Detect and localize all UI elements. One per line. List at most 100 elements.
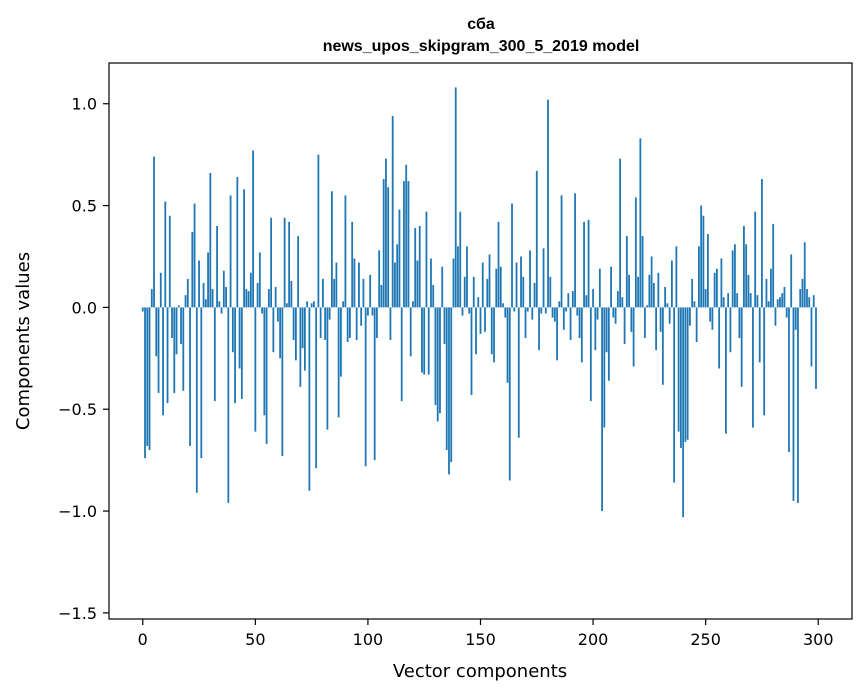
bar xyxy=(569,307,572,340)
bar xyxy=(556,307,558,361)
bar xyxy=(209,172,212,308)
bar xyxy=(655,307,658,351)
bar xyxy=(373,307,376,461)
bar xyxy=(450,307,453,463)
bar xyxy=(797,307,799,503)
bar xyxy=(353,258,356,308)
bar xyxy=(171,307,173,338)
bar xyxy=(146,307,149,446)
bar xyxy=(488,254,491,308)
bar xyxy=(227,307,230,503)
bar xyxy=(493,307,495,363)
bar xyxy=(596,307,599,320)
bar xyxy=(452,258,455,308)
bar xyxy=(623,307,626,345)
bar xyxy=(641,236,644,308)
bar xyxy=(270,217,273,308)
bar xyxy=(668,307,671,324)
bar xyxy=(141,307,144,312)
bar xyxy=(517,307,520,438)
bar xyxy=(166,307,169,404)
x-tick-label: 0 xyxy=(138,630,148,649)
bar xyxy=(695,307,698,343)
bar xyxy=(711,307,714,330)
bar xyxy=(659,307,662,332)
bar xyxy=(240,307,243,400)
bar xyxy=(574,193,576,308)
bar xyxy=(553,307,556,322)
y-tick-label: 1.0 xyxy=(72,95,97,114)
bar xyxy=(722,297,725,308)
bar xyxy=(562,307,565,330)
bar xyxy=(207,252,209,308)
bar xyxy=(195,307,198,493)
bar xyxy=(484,307,486,332)
bar xyxy=(173,307,176,393)
bar xyxy=(159,272,162,308)
bar xyxy=(378,250,381,308)
bar xyxy=(605,307,608,353)
bar xyxy=(765,278,768,308)
bar xyxy=(479,307,482,334)
bar xyxy=(283,217,286,308)
bar xyxy=(182,307,185,391)
bar xyxy=(560,195,563,308)
chart-title-line2: news_upos_skipgram_300_5_2019 model xyxy=(323,38,640,55)
bar xyxy=(783,287,786,308)
bar xyxy=(198,260,200,308)
bar xyxy=(720,258,723,308)
bar xyxy=(409,307,412,357)
bar xyxy=(713,272,716,308)
bar xyxy=(781,293,784,308)
bar xyxy=(736,293,739,308)
bar xyxy=(578,307,581,338)
bar xyxy=(688,307,691,326)
y-tick-label: −1.0 xyxy=(58,502,97,521)
bar xyxy=(709,307,712,322)
bar xyxy=(551,307,554,318)
bar xyxy=(263,307,266,416)
bar xyxy=(477,297,480,308)
bar xyxy=(355,307,358,340)
bar xyxy=(661,307,664,385)
x-tick-label: 300 xyxy=(803,630,834,649)
bar xyxy=(403,181,405,308)
bar xyxy=(445,307,448,450)
bar xyxy=(603,307,606,428)
bar xyxy=(148,307,151,450)
bar xyxy=(648,274,651,308)
bars-group xyxy=(141,87,817,518)
bar xyxy=(806,289,808,308)
bar xyxy=(486,278,489,308)
bar xyxy=(398,209,401,308)
bar xyxy=(256,282,259,308)
bar xyxy=(272,307,275,353)
bar xyxy=(614,307,617,324)
bar xyxy=(792,307,795,501)
chart-title-line1: сба xyxy=(467,16,495,33)
bar xyxy=(340,307,342,377)
bar xyxy=(761,179,763,308)
bar xyxy=(200,307,203,459)
bar xyxy=(632,307,635,367)
bar xyxy=(679,307,682,448)
bar xyxy=(387,187,390,308)
bar xyxy=(231,307,234,353)
bar xyxy=(718,307,721,369)
bar xyxy=(333,278,336,308)
bar xyxy=(729,307,732,353)
bar xyxy=(412,301,414,308)
y-axis-ticks: −1.5 −1.0 −0.5 0.0 0.5 1.0 xyxy=(58,95,109,623)
bar xyxy=(594,307,597,351)
bar xyxy=(328,307,331,320)
bar xyxy=(189,307,191,446)
bar xyxy=(542,248,545,308)
bar xyxy=(216,225,218,308)
bar xyxy=(400,307,403,402)
bar xyxy=(312,301,315,308)
bar xyxy=(571,291,574,308)
y-tick-label: −0.5 xyxy=(58,400,97,419)
bar xyxy=(808,297,811,308)
bar xyxy=(639,138,642,308)
bar xyxy=(749,293,752,308)
